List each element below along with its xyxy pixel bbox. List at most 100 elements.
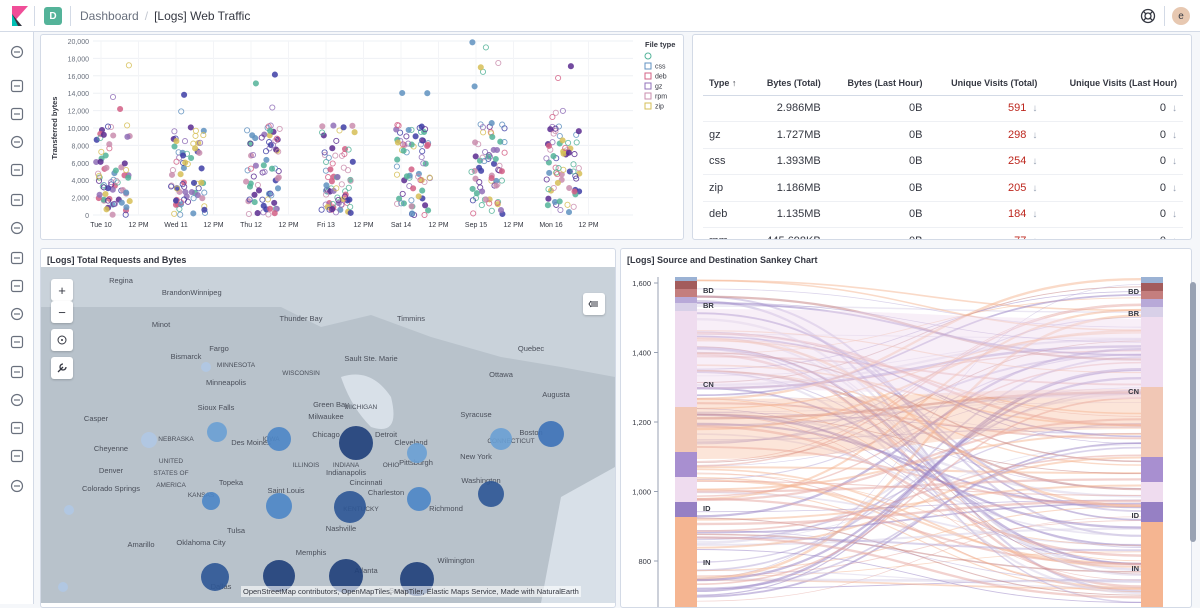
ml-icon[interactable]: [9, 220, 25, 236]
cell-visits-last-hour-value[interactable]: 0: [1160, 235, 1166, 239]
map-bubble[interactable]: [64, 505, 74, 515]
sankey-dest-node[interactable]: [1141, 291, 1163, 299]
cell-visits-total-value[interactable]: 298: [1007, 128, 1027, 141]
zoom-in-button[interactable]: +: [51, 279, 73, 301]
sankey-flow[interactable]: [696, 433, 1142, 537]
cell-visits-last-hour-value[interactable]: 0: [1159, 181, 1166, 194]
sankey-flow[interactable]: [696, 288, 1142, 328]
sankey-flow[interactable]: [696, 569, 1142, 589]
sankey-flow[interactable]: [696, 397, 1142, 586]
cell-visits-total-value[interactable]: 205: [1007, 181, 1027, 194]
cell-visits-total-value[interactable]: 184: [1007, 208, 1027, 221]
sankey-source-node[interactable]: [675, 477, 697, 502]
sankey-flow[interactable]: [696, 536, 1142, 552]
sankey-source-node[interactable]: [675, 303, 697, 311]
sankey-flow[interactable]: [696, 505, 1142, 572]
sankey-dest-node[interactable]: [1141, 502, 1163, 522]
cell-visits-total-value[interactable]: 77: [1014, 235, 1026, 239]
sankey-flow[interactable]: [696, 333, 1142, 339]
management-icon[interactable]: [9, 478, 25, 494]
sankey-source-node[interactable]: [675, 452, 697, 477]
sankey-dest-node[interactable]: [1141, 299, 1163, 307]
siem-icon[interactable]: [9, 364, 25, 380]
sankey-flow[interactable]: [696, 335, 1142, 572]
sankey-dest-node[interactable]: [1141, 277, 1163, 283]
legend-marker[interactable]: [644, 72, 652, 80]
clock-icon[interactable]: [9, 44, 25, 60]
sankey-flow[interactable]: [696, 408, 1142, 564]
sankey-flow[interactable]: [696, 364, 1142, 427]
sankey-flow[interactable]: [696, 392, 1142, 545]
col-bytes-last-hour[interactable]: Bytes (Last Hour): [826, 71, 929, 96]
sankey-flow[interactable]: [696, 549, 1142, 604]
cell-visits-last-hour-value[interactable]: 0: [1159, 102, 1166, 115]
sankey-flow[interactable]: [696, 295, 1142, 537]
tools-icon[interactable]: [51, 357, 73, 379]
cell-visits-last-hour-value[interactable]: 0: [1159, 208, 1166, 221]
sankey-flow[interactable]: [696, 345, 1142, 390]
sankey-flow[interactable]: [696, 332, 1142, 427]
col-type[interactable]: Type ↑: [703, 71, 750, 96]
sankey-source-node[interactable]: [675, 277, 697, 281]
layers-toggle-icon[interactable]: [583, 293, 605, 315]
legend-item-zip[interactable]: zip: [655, 104, 664, 111]
sankey-flow[interactable]: [696, 369, 1142, 491]
legend-item-rpm[interactable]: rpm: [655, 94, 667, 101]
sankey-flow[interactable]: [696, 302, 1142, 343]
map-attribution[interactable]: OpenStreetMap contributors, OpenMapTiles…: [241, 586, 581, 597]
cell-visits-total-value[interactable]: 591: [1007, 102, 1027, 115]
map-bubble[interactable]: [141, 432, 157, 448]
map-bubble[interactable]: [201, 362, 211, 372]
legend-marker[interactable]: [644, 102, 652, 110]
sankey-flow[interactable]: [696, 303, 1142, 462]
map-bubble[interactable]: [201, 563, 229, 591]
sankey-flow[interactable]: [696, 337, 1142, 508]
sankey-flow[interactable]: [696, 347, 1142, 518]
sankey-flow-band[interactable]: [697, 389, 1141, 459]
col-visits-total[interactable]: Unique Visits (Total): [928, 71, 1044, 96]
sankey-flow-band[interactable]: [697, 309, 1141, 399]
sankey-flow[interactable]: [696, 294, 1142, 397]
help-icon[interactable]: [1140, 8, 1156, 24]
sankey-source-node[interactable]: [675, 281, 697, 289]
map-bubble[interactable]: [329, 559, 363, 593]
sankey-flow[interactable]: [696, 480, 1142, 496]
sankey-flow[interactable]: [696, 339, 1142, 377]
user-avatar[interactable]: e: [1172, 7, 1190, 25]
sankey-flow[interactable]: [696, 312, 1142, 513]
uptime-icon[interactable]: [9, 334, 25, 350]
sankey-flow[interactable]: [696, 302, 1142, 356]
sankey-flow[interactable]: [696, 412, 1142, 498]
map-bubble[interactable]: [263, 560, 295, 592]
sankey-flow[interactable]: [696, 279, 1142, 331]
space-avatar[interactable]: D: [44, 7, 62, 25]
map-bubble[interactable]: [339, 426, 373, 460]
sankey-flow[interactable]: [696, 372, 1142, 548]
sankey-source-node[interactable]: [675, 297, 697, 303]
visualize-icon[interactable]: [9, 106, 25, 122]
sankey-flow[interactable]: [696, 279, 1142, 312]
sankey-flow[interactable]: [696, 533, 1142, 573]
sankey-flow[interactable]: [696, 278, 1142, 401]
sankey-flow[interactable]: [696, 291, 1142, 370]
sankey-source-node[interactable]: [675, 407, 697, 452]
canvas-icon[interactable]: [9, 162, 25, 178]
cell-visits-total-value[interactable]: 254: [1007, 155, 1027, 168]
sankey-source-node[interactable]: [675, 517, 697, 608]
zoom-out-button[interactable]: −: [51, 301, 73, 323]
compass-icon[interactable]: [9, 78, 25, 94]
sankey-flow[interactable]: [696, 338, 1142, 417]
sankey-flow[interactable]: [696, 387, 1142, 467]
legend-item-deb[interactable]: deb: [655, 74, 667, 81]
sankey-flow[interactable]: [696, 432, 1142, 491]
map[interactable]: Regina Brandon Winnipeg Thunder Bay Timmins M…: [41, 267, 615, 603]
sankey-dest-node[interactable]: [1141, 317, 1163, 387]
legend-item-gz[interactable]: gz: [655, 84, 663, 91]
map-bubble[interactable]: [58, 582, 68, 592]
sankey-flow[interactable]: [696, 499, 1142, 526]
map-bubble[interactable]: [267, 427, 291, 451]
sankey-flow[interactable]: [696, 356, 1142, 572]
fit-bounds-icon[interactable]: [51, 329, 73, 351]
dashboard-icon[interactable]: [9, 134, 25, 150]
sankey-dest-node[interactable]: [1141, 482, 1163, 502]
